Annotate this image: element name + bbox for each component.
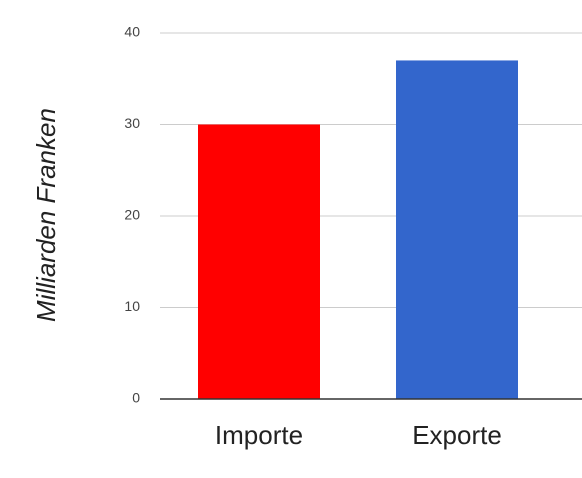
x-tick-label: Importe: [215, 420, 303, 450]
y-tick-label: 10: [124, 298, 140, 314]
bar: [198, 124, 320, 399]
y-tick-label: 0: [132, 390, 140, 406]
y-tick-label: 30: [124, 115, 140, 131]
y-tick-label: 40: [124, 24, 140, 40]
x-tick-label: Exporte: [412, 420, 502, 450]
y-axis-label: Milliarden Franken: [31, 108, 61, 322]
y-tick-label: 20: [124, 207, 140, 223]
bar: [396, 60, 518, 399]
